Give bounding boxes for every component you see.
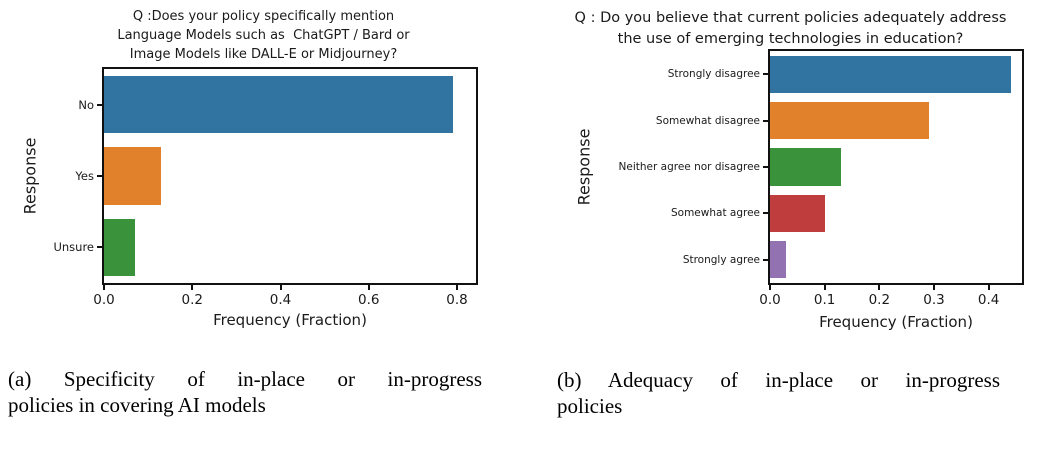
y-tick-mark — [763, 119, 768, 122]
x-tick-mark — [191, 285, 194, 290]
bar-band: Strongly disagree — [668, 51, 1022, 97]
x-tick-mark — [367, 285, 370, 290]
bar-yes — [104, 147, 162, 205]
chart-b-plot-area: Strongly disagree Somewhat disagree Neithe… — [619, 49, 1024, 308]
chart-a-y-axis-label: Response — [20, 137, 40, 215]
x-tick-label: 0.4 — [977, 292, 1000, 308]
y-tick-mark — [97, 174, 102, 177]
y-tick-mark — [763, 73, 768, 76]
subcaption-a-line-2: policies in covering AI models — [8, 393, 266, 417]
x-tick-mark — [878, 285, 881, 290]
y-tick-mark — [97, 246, 102, 249]
bar-band: Somewhat disagree — [656, 97, 1022, 143]
x-tick-label: 0.1 — [813, 292, 836, 308]
y-tick-mark — [763, 166, 768, 169]
chart-b-y-axis-label: Response — [574, 128, 594, 206]
bar-strongly-disagree — [770, 55, 1011, 93]
x-tick-label: 0.2 — [181, 292, 203, 308]
x-tick-mark — [823, 285, 826, 290]
x-tick-label: 0.0 — [759, 292, 781, 308]
x-tick-label: 0.8 — [446, 292, 468, 308]
bar-strongly-agree — [770, 241, 787, 279]
subcaption-b: (b) Adequacy of in-place or in-progress … — [557, 367, 1000, 419]
subcaption-b-line-2: policies — [557, 394, 623, 418]
x-tick-label: 0.2 — [868, 292, 891, 308]
x-tick-label: 0.4 — [269, 292, 292, 308]
subcaption-a-line-1: (a) Specificity of in-place or in-progre… — [8, 367, 482, 391]
bar-somewhat-disagree — [770, 102, 929, 140]
x-tick-mark — [932, 285, 935, 290]
bar-neither-agree-nor-disagree — [770, 148, 842, 186]
bar-band: No — [78, 69, 476, 140]
category-label: Neither agree nor disagree — [618, 161, 760, 174]
chart-panel-a: Q :Does your policy specifically mention… — [8, 9, 482, 418]
bar-band: Somewhat agree — [671, 190, 1022, 236]
category-label: Strongly disagree — [667, 68, 760, 81]
x-tick-label: 0.3 — [923, 292, 945, 308]
chart-b-title: Q : Do you believe that current policies… — [574, 10, 1007, 47]
category-label: Strongly agree — [682, 253, 760, 266]
chart-a-plot-area: No Yes Unsure 0.0 0.2 0.4 0.6 0.8 — [53, 67, 478, 308]
chart-a-x-axis-label: Frequency (Fraction) — [213, 311, 367, 329]
chart-a-title: Q :Does your policy specifically mention… — [117, 9, 410, 62]
chart-b-x-axis-label: Frequency (Fraction) — [819, 313, 973, 331]
y-tick-mark — [763, 258, 768, 261]
x-tick-mark — [987, 285, 990, 290]
x-tick-mark — [279, 285, 282, 290]
x-tick-label: 0.0 — [93, 292, 115, 308]
x-tick-mark — [103, 285, 105, 290]
x-tick-mark — [456, 285, 459, 290]
subcaption-b-line-1: (b) Adequacy of in-place or in-progress — [557, 368, 1000, 392]
bar-somewhat-agree — [770, 194, 825, 232]
category-label: Somewhat disagree — [655, 114, 760, 127]
subcaption-a: (a) Specificity of in-place or in-progre… — [8, 366, 482, 418]
category-label: Unsure — [53, 240, 94, 255]
x-tick-mark — [769, 285, 771, 290]
bar-band: Neither agree nor disagree — [619, 144, 1022, 190]
bar-no — [104, 76, 453, 134]
bar-band: Unsure — [53, 212, 476, 283]
bar-band: Strongly agree — [683, 237, 1022, 283]
category-label: No — [78, 97, 94, 112]
y-tick-mark — [763, 212, 768, 215]
y-tick-mark — [97, 103, 102, 106]
x-tick-label: 0.6 — [358, 292, 380, 308]
bar-unsure — [104, 218, 135, 276]
category-label: Yes — [75, 168, 94, 183]
bar-band: Yes — [75, 140, 476, 211]
category-label: Somewhat agree — [670, 207, 760, 220]
chart-panel-b: Q : Do you believe that current policies… — [527, 0, 1054, 473]
